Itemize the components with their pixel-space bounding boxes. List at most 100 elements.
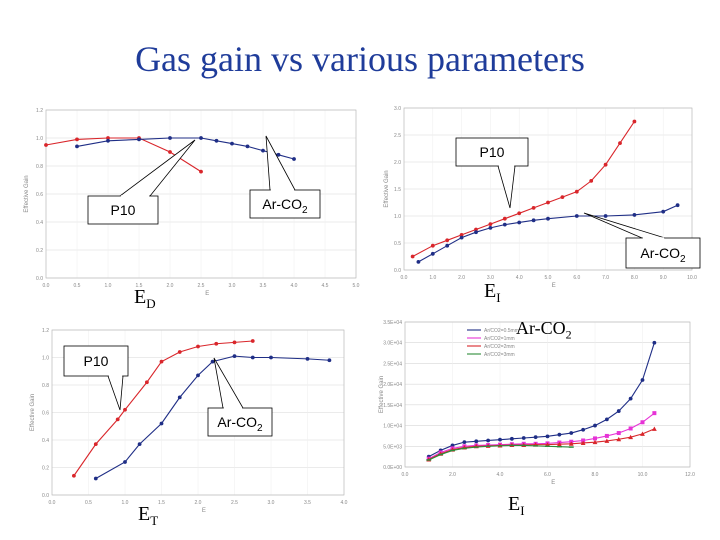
plot-frame (45, 109, 357, 279)
data-point (604, 438, 610, 443)
data-point (459, 235, 464, 240)
x-tick-label: 4.0 (291, 283, 298, 289)
x-tick-label: 4.0 (341, 500, 348, 506)
data-point (640, 420, 645, 425)
y-tick-label: 0.5 (394, 241, 401, 247)
data-point (137, 442, 142, 447)
data-point (502, 216, 507, 221)
data-point (250, 339, 255, 343)
data-point (430, 243, 435, 248)
callout: Ar-CO2 (249, 135, 321, 219)
data-point (214, 138, 219, 143)
data-point (531, 206, 536, 210)
y-tick-label: 1.2 (42, 328, 49, 334)
chart-induction-field-bottom: 0.0E+00 5.0E+03 1.0E+04 1.5E+04 2.0E+04 2.5E+… (379, 320, 695, 486)
data-point (593, 423, 597, 428)
series-line (428, 412, 655, 460)
data-point (75, 144, 79, 149)
data-point (445, 243, 450, 248)
data-point (230, 141, 234, 146)
callout-label: Ar-CO2 (640, 245, 686, 265)
data-point (199, 169, 203, 174)
data-point (462, 440, 467, 445)
plot-frame (403, 107, 693, 271)
data-point (509, 436, 514, 441)
data-point (137, 137, 141, 142)
y-tick-label: 0.2 (42, 466, 49, 472)
data-point (632, 119, 637, 124)
data-point (488, 225, 493, 230)
data-point (486, 438, 491, 443)
data-point (269, 355, 273, 360)
y-tick-label: 0.8 (42, 383, 49, 389)
x-tick-label: 0.0 (43, 283, 50, 289)
data-point (574, 189, 579, 194)
legend-entry: Ar/CO2=1mm (484, 336, 515, 342)
label-et: ET (138, 503, 159, 528)
x-tick-label: 1.0 (429, 275, 436, 281)
x-axis-label: E (551, 480, 555, 486)
data-point (616, 436, 622, 442)
y-tick-label: 0.4 (36, 220, 43, 226)
data-point (250, 355, 255, 360)
data-point (199, 136, 203, 140)
chart-transfer-field: 0.0 0.2 0.4 0.6 0.8 1.0 1.2 0.0 0.5 1.0 1.5 2.0 2.5 3… (30, 328, 348, 514)
x-tick-label: 5.0 (353, 283, 360, 289)
data-point (93, 442, 98, 447)
data-point (292, 157, 296, 161)
x-tick-label: 3.5 (260, 283, 267, 289)
x-tick-label: 2.0 (449, 472, 456, 478)
data-point (574, 214, 579, 218)
callout: Ar-CO2 (207, 357, 273, 437)
data-point (327, 358, 332, 363)
data-point (196, 373, 200, 378)
y-tick-label: 3.0 (394, 106, 401, 112)
data-point (106, 138, 110, 143)
x-tick-label: 1.5 (136, 283, 143, 289)
data-point (502, 222, 507, 227)
series-line (412, 121, 635, 257)
x-axis-label: E (202, 508, 206, 514)
data-point (416, 260, 421, 264)
data-point (545, 434, 550, 439)
callout: P10 (87, 139, 196, 225)
label-ei-bottom: EI (508, 493, 525, 518)
x-tick-label: 0.5 (85, 500, 92, 506)
series-line (428, 342, 655, 458)
data-point (245, 144, 250, 149)
x-tick-label: 6.0 (544, 472, 551, 478)
data-point (517, 211, 522, 216)
x-tick-label: 6.0 (573, 275, 580, 281)
data-point (604, 433, 609, 438)
x-tick-label: 1.5 (158, 500, 165, 506)
data-point (652, 340, 657, 345)
y-axis-label: Effective Gain (24, 175, 30, 212)
y-tick-label: 1.0 (36, 136, 43, 142)
data-point (569, 431, 574, 435)
data-point (44, 143, 48, 147)
label-arco2-large: Ar-CO2 (516, 318, 572, 342)
data-point (474, 439, 479, 444)
data-point (517, 220, 522, 225)
x-tick-label: 0.5 (74, 283, 81, 289)
y-axis-label: Effective Gain (30, 394, 36, 431)
data-point (410, 254, 415, 259)
label-ed: ED (134, 286, 156, 311)
callout-label: P10 (84, 353, 109, 369)
x-axis-label: E (205, 291, 209, 297)
x-tick-label: 1.0 (122, 500, 129, 506)
data-point (123, 407, 127, 412)
y-tick-label: 0.0E+00 (383, 465, 402, 471)
legend-entry: Ar/CO2=3mm (484, 352, 515, 358)
data-point (531, 218, 536, 223)
data-point (545, 442, 550, 447)
x-tick-label: 2.5 (231, 500, 238, 506)
data-point (640, 431, 645, 436)
data-point (556, 441, 562, 447)
y-tick-label: 0.0 (42, 493, 49, 499)
callout-box (625, 237, 701, 269)
y-tick-label: 0.0 (394, 268, 401, 274)
y-tick-label: 1.0E+04 (383, 424, 402, 430)
x-tick-label: 3.5 (304, 500, 311, 506)
plot-frame (51, 329, 345, 496)
